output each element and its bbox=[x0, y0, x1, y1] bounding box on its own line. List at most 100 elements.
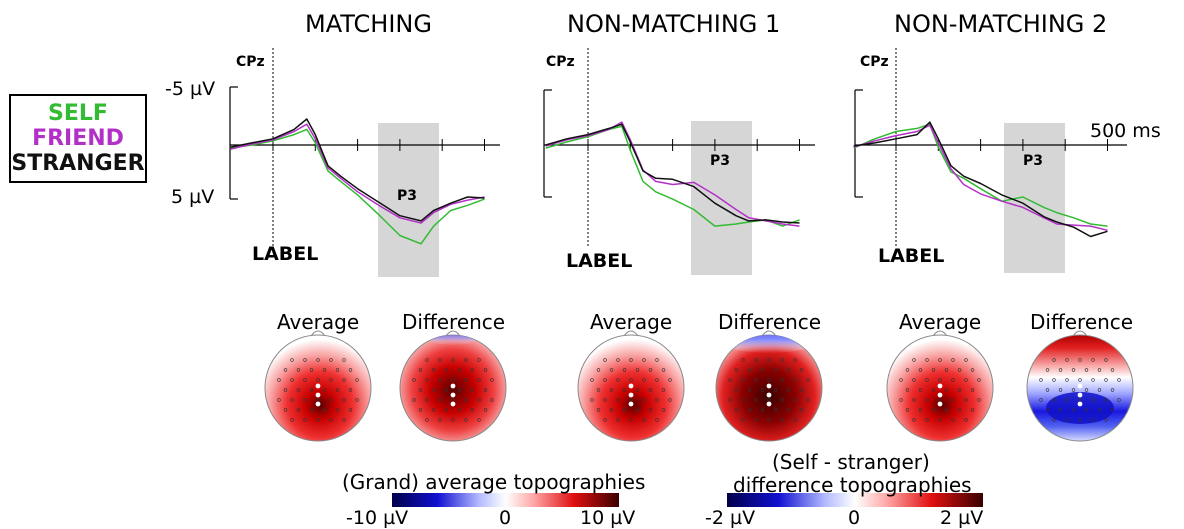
electrode bbox=[905, 368, 910, 372]
colorbar-average-title: (Grand) average topographies bbox=[342, 470, 646, 494]
electrode bbox=[622, 408, 627, 412]
electrode bbox=[912, 378, 916, 382]
electrode bbox=[438, 378, 442, 382]
electrode bbox=[1065, 418, 1069, 422]
electrode bbox=[642, 358, 646, 362]
electrode bbox=[335, 408, 340, 412]
electrode bbox=[938, 358, 942, 362]
cpz-cluster-electrode bbox=[315, 383, 321, 389]
electrode bbox=[1091, 418, 1095, 422]
electrode bbox=[477, 398, 481, 402]
cpz-cluster-electrode bbox=[766, 401, 772, 407]
p3-label: P3 bbox=[710, 153, 731, 169]
electrode bbox=[977, 398, 981, 402]
cpz-cluster-electrode bbox=[450, 383, 456, 389]
electrode bbox=[1110, 408, 1115, 412]
electrode bbox=[780, 398, 784, 402]
electrode bbox=[780, 418, 784, 422]
topo-label-average: Average bbox=[277, 310, 360, 334]
electrode bbox=[806, 398, 810, 402]
electrode bbox=[970, 368, 975, 372]
electrode bbox=[912, 418, 916, 422]
electrode bbox=[596, 368, 601, 372]
electrode bbox=[635, 408, 640, 412]
electrode bbox=[655, 378, 659, 382]
electrode bbox=[431, 388, 436, 392]
event-label: LABEL bbox=[566, 250, 633, 272]
electrode bbox=[316, 358, 320, 362]
electrode bbox=[951, 378, 955, 382]
electrode bbox=[303, 398, 307, 402]
electrode bbox=[767, 418, 771, 422]
electrode bbox=[470, 388, 475, 392]
electrode bbox=[348, 408, 353, 412]
electrode bbox=[290, 398, 294, 402]
electrode bbox=[964, 398, 968, 402]
electrode bbox=[668, 398, 672, 402]
electrode bbox=[786, 368, 791, 372]
electrode bbox=[1091, 378, 1095, 382]
electrode bbox=[355, 378, 359, 382]
electrode bbox=[767, 378, 771, 382]
electrode bbox=[793, 418, 797, 422]
electrode bbox=[668, 378, 672, 382]
electrode bbox=[799, 368, 804, 372]
electrode bbox=[1071, 368, 1076, 372]
colorbar-average-mid: 0 bbox=[499, 507, 512, 529]
electrode bbox=[754, 398, 758, 402]
electrode bbox=[912, 358, 916, 362]
erp-line-stranger bbox=[230, 118, 485, 222]
electrode bbox=[342, 398, 346, 402]
electrode bbox=[741, 378, 745, 382]
electrode bbox=[780, 378, 784, 382]
electrode bbox=[412, 398, 416, 402]
electrode bbox=[290, 418, 294, 422]
electrode bbox=[603, 378, 607, 382]
electrode bbox=[1091, 398, 1095, 402]
electrode bbox=[342, 378, 346, 382]
electrode bbox=[603, 358, 607, 362]
electrode bbox=[1104, 378, 1108, 382]
electrode bbox=[464, 398, 468, 402]
electrode bbox=[464, 378, 468, 382]
electrode bbox=[661, 368, 666, 372]
electrode bbox=[425, 378, 429, 382]
electrode bbox=[1058, 408, 1063, 412]
electrode bbox=[1065, 358, 1069, 362]
electrode bbox=[451, 398, 455, 402]
electrode bbox=[905, 408, 910, 412]
electrode bbox=[661, 408, 666, 412]
electrode bbox=[970, 388, 975, 392]
electrode bbox=[477, 358, 481, 362]
legend-friend: FRIEND bbox=[32, 126, 124, 151]
p3-label: P3 bbox=[1023, 153, 1044, 169]
electrode bbox=[425, 398, 429, 402]
electrode bbox=[1084, 408, 1089, 412]
electrode bbox=[1078, 378, 1082, 382]
electrode bbox=[899, 378, 903, 382]
electrode bbox=[931, 408, 936, 412]
electrode bbox=[438, 418, 442, 422]
electrode bbox=[603, 398, 607, 402]
electrode bbox=[457, 408, 462, 412]
electrode bbox=[596, 408, 601, 412]
electrode bbox=[438, 358, 442, 362]
electrode bbox=[477, 378, 481, 382]
electrode bbox=[616, 398, 620, 402]
electrode bbox=[780, 358, 784, 362]
event-label: LABEL bbox=[878, 245, 945, 267]
electrode bbox=[470, 408, 475, 412]
electrode bbox=[444, 368, 449, 372]
electrode bbox=[741, 418, 745, 422]
electrode bbox=[1065, 398, 1069, 402]
electrode bbox=[1097, 388, 1102, 392]
colorbar-difference-mid: 0 bbox=[848, 507, 861, 529]
electrode bbox=[957, 368, 962, 372]
electrode bbox=[747, 368, 752, 372]
channel-label: CPz bbox=[546, 54, 575, 70]
erp-line-stranger bbox=[545, 123, 800, 224]
colorbar-difference-title-line2: difference topographies bbox=[733, 473, 972, 497]
electrode bbox=[1045, 368, 1050, 372]
electrode bbox=[760, 388, 765, 392]
electrode bbox=[451, 358, 455, 362]
